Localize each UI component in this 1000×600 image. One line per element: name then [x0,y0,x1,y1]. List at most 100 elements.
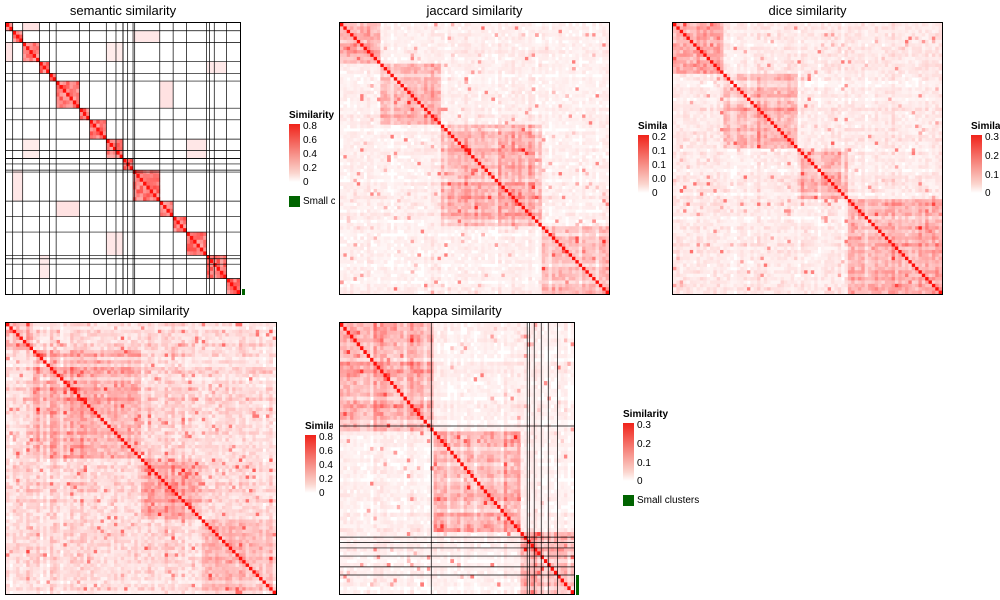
heatmap-cell [602,83,607,88]
heatmap-cell [504,226,509,231]
heatmap-cell [383,33,388,37]
heatmap-cell [59,92,64,97]
heatmap-cell [360,23,364,27]
heatmap-cell [437,33,442,37]
heatmap-cell [511,46,516,51]
heatmap-cell [481,26,485,31]
heatmap-cell [588,70,593,75]
heatmap-cell [427,26,432,31]
heatmap-cell [444,114,448,119]
heatmap-cell [143,173,147,179]
heatmap-cell [508,226,512,231]
heatmap-cell [350,178,354,183]
heatmap-cell [514,23,519,27]
heatmap-cell [484,80,489,85]
heatmap-cell [575,212,580,217]
heatmap-cell [397,209,401,214]
heatmap-cell [407,236,412,241]
heatmap-cell [407,141,412,146]
heatmap-cell [602,124,607,129]
heatmap-cell [403,36,408,41]
heatmap-cell [582,121,586,126]
heatmap-cell [397,239,401,244]
heatmap-cell [353,26,358,31]
heatmap-cell [555,131,559,136]
heatmap-cell [558,73,563,78]
heatmap-cell [387,46,391,51]
heatmap-cell [518,67,522,71]
heatmap-cell [484,178,489,183]
heatmap-cell [578,144,583,149]
heatmap-cell [353,83,358,88]
heatmap-cell [340,239,344,244]
heatmap-cell [346,83,351,88]
heatmap-cell [387,53,391,58]
heatmap-cell [366,144,371,149]
heatmap-cell [541,178,546,183]
heatmap-cell [582,117,586,122]
heatmap-cell [568,39,573,44]
heatmap-cell [531,209,536,214]
heatmap-cell [461,202,465,207]
heatmap-cell [511,165,516,170]
heatmap-cell [605,226,609,231]
heatmap-cell [403,124,408,129]
heatmap-cell [531,195,536,200]
heatmap-cell [508,124,512,129]
heatmap-cell [66,81,70,86]
heatmap-cell [397,131,401,136]
heatmap-cell [561,195,566,200]
heatmap-cell [518,188,522,193]
heatmap-cell [511,94,516,98]
heatmap-cell [447,148,452,153]
heatmap-cell [424,67,428,71]
heatmap-cell [376,205,381,210]
heatmap-cell [551,144,556,149]
heatmap-cell [471,188,475,193]
heatmap-cell [366,236,371,241]
heatmap-cell [605,141,609,146]
heatmap-cell [484,70,489,75]
heatmap-cell [578,26,583,31]
heatmap-cell [434,229,438,234]
heatmap-cell [592,87,596,92]
heatmap-cell [504,199,509,203]
heatmap-cell [481,33,485,37]
heatmap-cell [454,205,459,210]
heatmap-cell [585,202,590,207]
heatmap-cell [397,53,401,58]
heatmap-cell [471,77,475,81]
heatmap-cell [551,199,556,203]
heatmap-cell [387,117,391,122]
heatmap-cell [467,219,472,224]
heatmap-cell [437,226,442,231]
heatmap-cell [340,199,344,203]
heatmap-cell [376,43,381,48]
heatmap-cell [417,165,422,170]
heatmap-cell [498,236,502,241]
heatmap-cell [413,100,418,105]
heatmap-cell [360,236,364,241]
heatmap-cell [582,77,586,81]
heatmap-cell [450,138,455,142]
heatmap-cell [565,117,570,122]
legend-tick: 0.2 [303,164,317,174]
heatmap-cell [437,39,442,44]
heatmap-cell [400,192,405,197]
heatmap-cell [447,23,452,27]
heatmap-cell [390,212,395,217]
heatmap-cell [592,23,596,27]
heatmap-cell [481,216,485,220]
heatmap-cell [457,67,462,71]
heatmap-cell [350,168,354,173]
heatmap-cell [538,158,543,163]
heatmap-cell [407,87,412,92]
heatmap-cell [501,33,506,37]
heatmap-cell [400,87,405,92]
heatmap-cell [592,175,596,180]
heatmap-cell [498,26,502,31]
heatmap-cell [340,172,344,176]
heatmap-cell [39,61,44,66]
heatmap-cell [471,50,475,54]
heatmap-cell [72,96,77,101]
